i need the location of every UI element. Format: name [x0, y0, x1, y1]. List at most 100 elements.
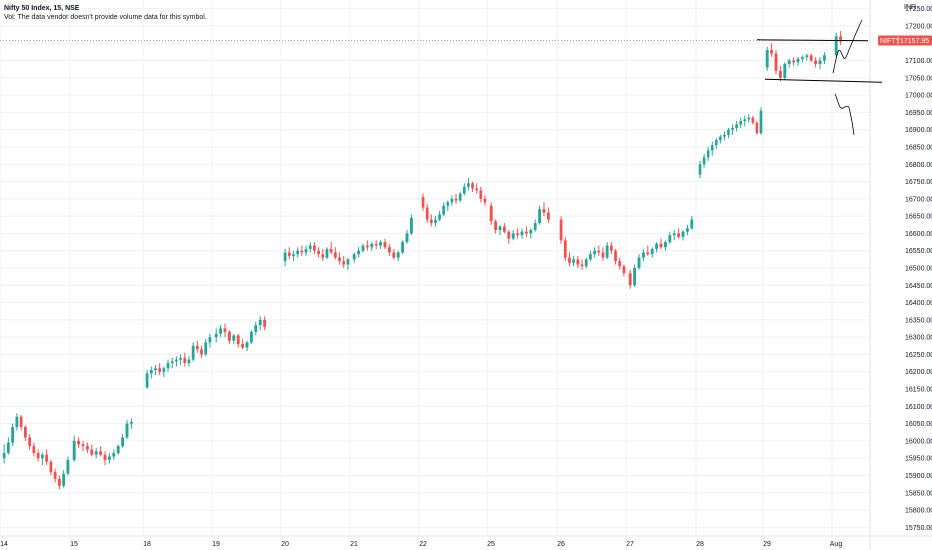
candle-down: [365, 245, 369, 248]
candle-up: [442, 205, 446, 215]
candle-down: [542, 209, 546, 213]
candle-up: [743, 119, 747, 122]
y-tick-label: 16650.00: [905, 214, 932, 221]
candle-up: [735, 124, 738, 128]
candle-down: [313, 245, 316, 251]
candle-up: [245, 342, 249, 348]
y-tick-label: 16550.00: [905, 248, 932, 255]
candle-up: [529, 229, 533, 234]
drawing-annotations[interactable]: [756, 19, 883, 136]
y-tick-label: 16250.00: [905, 352, 932, 359]
candle-down: [183, 357, 187, 364]
y-tick-label: 15850.00: [905, 490, 932, 497]
candle-down: [507, 231, 511, 239]
candle-up: [520, 231, 524, 236]
candle-down: [601, 252, 605, 258]
candle-down: [263, 319, 267, 327]
candle-up: [434, 219, 437, 224]
candle-up: [605, 245, 609, 258]
candle-down: [475, 188, 479, 191]
candle-down: [45, 454, 49, 462]
candle-up: [94, 451, 98, 455]
candle-down: [321, 254, 325, 258]
y-tick-label: 16000.00: [905, 438, 932, 445]
y-tick-label: 16200.00: [905, 369, 932, 376]
candle-down: [195, 345, 199, 350]
x-tick-label: 26: [557, 541, 565, 548]
breakout-up-sketch[interactable]: [832, 19, 863, 74]
candle-up: [409, 217, 413, 234]
y-tick-label: 17000.00: [905, 93, 932, 100]
candle-down: [28, 437, 32, 447]
candle-up: [254, 325, 258, 332]
candle-up: [121, 437, 125, 447]
x-tick-label: 25: [487, 541, 495, 548]
candle-down: [576, 259, 580, 265]
candle-up: [685, 228, 689, 232]
y-tick-label: 16850.00: [905, 144, 932, 151]
candle-up: [498, 226, 502, 230]
candle-down: [454, 198, 458, 201]
candle-down: [342, 261, 346, 265]
y-tick-label: 15900.00: [905, 473, 932, 480]
candle-up: [706, 150, 710, 158]
candle-down: [489, 205, 493, 222]
candle-up: [187, 359, 191, 364]
candle-down: [580, 264, 584, 267]
candle-down: [329, 248, 333, 253]
candle-up: [191, 345, 195, 360]
x-tick-label: 21: [350, 541, 358, 548]
candle-up: [379, 242, 383, 246]
candle-up: [361, 245, 365, 251]
candle-up: [800, 57, 804, 59]
candle-down: [568, 257, 571, 263]
symbol-title[interactable]: Nifty 50 Index, 15, NSE: [4, 5, 80, 12]
candle-up: [15, 416, 19, 428]
candle-down: [77, 440, 81, 445]
candle-down: [317, 250, 320, 255]
candle-up: [175, 359, 178, 362]
candle-up: [714, 140, 718, 146]
time-axis[interactable]: 14 15 18 19 20 21 22 25 26 27 28 29 Aug: [0, 541, 842, 548]
candle-up: [125, 423, 129, 438]
price-axis[interactable]: INR 15750.00 15800.00 15850.00 15900.00 1595…: [904, 4, 932, 532]
currency-label: INR: [904, 4, 916, 11]
candle-down: [502, 226, 506, 232]
candle-down: [471, 183, 474, 189]
breakdown-down-sketch[interactable]: [834, 93, 855, 136]
candle-down: [839, 36, 843, 42]
candle-up: [446, 202, 450, 206]
candle-up: [219, 328, 223, 334]
candle-up: [450, 198, 454, 203]
y-tick-label: 16150.00: [905, 387, 932, 394]
candle-down: [774, 53, 778, 71]
y-tick-label: 16600.00: [905, 231, 932, 238]
x-tick-label: 14: [0, 541, 8, 548]
candle-up: [112, 453, 116, 457]
candle-down: [90, 449, 94, 455]
last-price-tag: NIFTY 17157.95: [878, 35, 932, 46]
candle-up: [723, 134, 726, 137]
y-tick-label: 16350.00: [905, 317, 932, 324]
candle-up: [438, 214, 441, 220]
candle-up: [511, 233, 515, 239]
candle-down: [622, 266, 626, 274]
candle-up: [116, 446, 120, 454]
resistance-trendline[interactable]: [756, 39, 869, 42]
candle-up: [698, 164, 702, 175]
candle-up: [249, 331, 253, 343]
candle-up: [11, 427, 15, 443]
candle-down: [49, 461, 53, 473]
candle-up: [710, 145, 714, 151]
candle-up: [747, 117, 751, 120]
candle-up: [822, 55, 826, 61]
candle-down: [32, 446, 36, 454]
candle-down: [103, 454, 107, 460]
candle-down: [227, 331, 231, 341]
candle-up: [690, 219, 694, 229]
candle-up: [681, 231, 685, 237]
candle-up: [702, 157, 706, 165]
support-trendline[interactable]: [764, 78, 883, 83]
candle-up: [214, 333, 218, 338]
